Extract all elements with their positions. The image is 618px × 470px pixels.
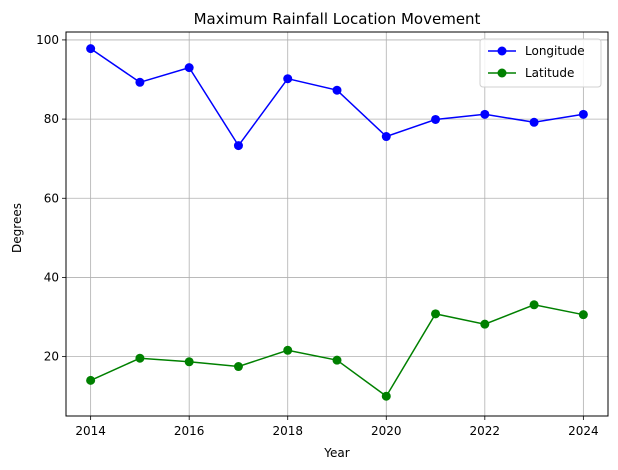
longitude-data-point [578, 109, 588, 119]
x-tick-label: 2016 [174, 424, 205, 438]
x-tick-label: 2018 [272, 424, 303, 438]
chart-title: Maximum Rainfall Location Movement [194, 10, 481, 28]
latitude-data-point [578, 310, 588, 320]
legend: Longitude Latitude [479, 38, 602, 88]
latitude-data-point [233, 362, 243, 372]
latitude-data-point [184, 357, 194, 367]
y-tick-label: 40 [44, 270, 59, 284]
longitude-data-point [381, 132, 391, 142]
latitude-data-point [480, 319, 490, 329]
y-tick-label: 80 [44, 112, 59, 126]
y-axis-label: Degrees [10, 203, 24, 253]
longitude-legend-marker [497, 46, 507, 56]
latitude-data-point [86, 375, 96, 385]
longitude-data-point [529, 117, 539, 127]
longitude-data-point [86, 44, 96, 54]
longitude-data-point [431, 114, 441, 124]
longitude-data-point [480, 109, 490, 119]
y-tick-label: 100 [36, 33, 59, 47]
latitude-legend-marker [497, 68, 507, 78]
latitude-data-point [332, 355, 342, 365]
latitude-data-point [283, 345, 293, 355]
x-tick-label: 2024 [568, 424, 599, 438]
latitude-series-line [90, 304, 584, 398]
plot-frame [65, 31, 609, 417]
x-axis-label: Year [323, 446, 349, 460]
longitude-data-point [135, 77, 145, 87]
longitude-data-point [332, 85, 342, 95]
latitude-legend-label: Latitude [525, 66, 574, 80]
x-tick-label: 2014 [75, 424, 106, 438]
longitude-data-point [283, 74, 293, 84]
axis-ticks: 2014 2016 2018 2020 2022 2024 20 40 60 80 100 [36, 33, 599, 438]
longitude-legend-label: Longitude [525, 44, 585, 58]
longitude-data-point [233, 141, 243, 151]
latitude-data-point [431, 309, 441, 319]
latitude-data-point [381, 391, 391, 401]
y-tick-label: 20 [44, 350, 59, 364]
y-tick-label: 60 [44, 191, 59, 205]
x-tick-label: 2022 [470, 424, 501, 438]
latitude-data-point [135, 353, 145, 363]
series-layer [86, 44, 588, 401]
longitude-data-point [184, 63, 194, 73]
latitude-data-point [529, 300, 539, 310]
x-tick-label: 2020 [371, 424, 402, 438]
